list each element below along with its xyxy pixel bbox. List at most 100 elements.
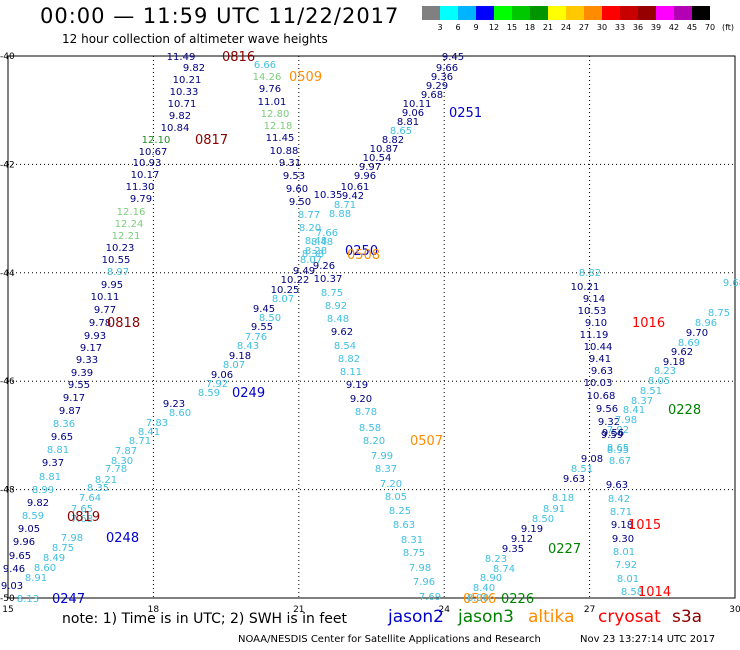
- wave-height-value: 10.03: [584, 378, 613, 389]
- color-scale-swatch: [620, 6, 638, 20]
- pass-time-label: 0250: [345, 244, 378, 259]
- wave-height-value: 8.71: [334, 200, 356, 211]
- wave-height-value: 8.50: [259, 313, 281, 324]
- footnote: note: 1) Time is in UTC; 2) SWH is in fe…: [62, 611, 348, 627]
- pass-time-label: 0816: [222, 50, 255, 65]
- wave-height-value: 9.45: [253, 304, 275, 315]
- wave-height-value: 8.90: [480, 573, 502, 584]
- wave-height-value: 9.93: [84, 331, 106, 342]
- wave-height-value: 9.76: [259, 84, 281, 95]
- wave-height-value: 8.81: [47, 445, 69, 456]
- wave-height-value: 9.37: [42, 458, 64, 469]
- x-tick-label: 18: [148, 605, 160, 615]
- wave-height-value: 9.26: [313, 261, 335, 272]
- wave-height-value: 7.87: [115, 446, 137, 457]
- wave-height-value: 9.82: [169, 111, 191, 122]
- wave-height-value: 9.62: [671, 347, 693, 358]
- wave-height-value: 10.68: [587, 391, 616, 402]
- wave-height-value: 9.65: [51, 432, 73, 443]
- x-tick-label: 24: [438, 605, 450, 615]
- color-scale-swatch: [422, 6, 440, 20]
- wave-height-value: 10.37: [314, 274, 343, 285]
- color-scale-label: 6: [455, 23, 461, 32]
- color-scale-swatch: [674, 6, 692, 20]
- satellite-legend-s3a: s3a: [672, 607, 703, 627]
- wave-height-value: 8.75: [403, 548, 425, 559]
- wave-height-value: 9.56: [602, 428, 624, 439]
- wave-height-value: 10.21: [571, 282, 600, 293]
- pass-time-label: 0247: [52, 592, 85, 607]
- wave-height-value: 10.84: [161, 123, 190, 134]
- color-scale-label: 36: [632, 23, 644, 32]
- wave-height-value: 8.35: [87, 483, 109, 494]
- wave-height-value: 12.80: [261, 109, 290, 120]
- y-tick-label: -40: [0, 52, 15, 62]
- wave-height-value: 9.39: [71, 368, 93, 379]
- wave-height-value: 9.05: [18, 524, 40, 535]
- wave-height-value: 9.79: [130, 194, 152, 205]
- wave-height-value: 7.98: [409, 563, 431, 574]
- wave-height-value: 10.44: [584, 342, 613, 353]
- pass-time-label: 0819: [67, 510, 100, 525]
- page-subtitle: 12 hour collection of altimeter wave hei…: [62, 32, 328, 46]
- wave-height-value: 9.35: [502, 544, 524, 555]
- wave-height-value: 9.18: [663, 357, 685, 368]
- satellite-legend-jason2: jason2: [388, 607, 444, 627]
- wave-height-value: 8.41: [138, 427, 160, 438]
- wave-height-value: 9.63: [606, 480, 628, 491]
- wave-height-value: 8.96: [695, 318, 717, 329]
- wave-height-value: 9.17: [63, 393, 85, 404]
- pass-time-label: 1014: [638, 585, 671, 600]
- wave-height-value: 9.06: [211, 370, 233, 381]
- color-scale-swatch: [512, 6, 530, 20]
- wave-height-value: 8.82: [338, 354, 360, 365]
- wave-height-value: 8.82: [579, 268, 601, 279]
- wave-height-value: 9.66: [436, 63, 458, 74]
- wave-height-value: 8.78: [355, 407, 377, 418]
- wave-height-value: 7.83: [146, 418, 168, 429]
- wave-height-value: 11.45: [266, 133, 295, 144]
- x-tick-label: 30: [729, 605, 740, 615]
- wave-height-value: 9.29: [426, 81, 448, 92]
- wave-height-value: 8.60: [34, 563, 56, 574]
- credit-line: NOAA/NESDIS Center for Satellite Applica…: [238, 634, 541, 645]
- wave-height-value: 10.88: [270, 146, 299, 157]
- wave-height-value: 7.78: [105, 464, 127, 475]
- wave-height-value: 9.12: [511, 534, 533, 545]
- wave-height-value: 8.11: [340, 367, 362, 378]
- wave-height-value: 7.66: [316, 228, 338, 239]
- y-tick-label: -46: [0, 377, 15, 387]
- wave-height-value: 7.92: [615, 560, 637, 571]
- wave-height-value: 8.07: [300, 255, 322, 266]
- wave-height-value: 8.67: [609, 456, 631, 467]
- color-scale-label: 33: [614, 23, 626, 32]
- wave-height-value: 9.20: [350, 394, 372, 405]
- wave-height-value: 10.54: [363, 153, 392, 164]
- color-scale-swatch: [638, 6, 656, 20]
- wave-height-value: 9.53: [283, 171, 305, 182]
- color-scale-label: 30: [596, 23, 608, 32]
- wave-height-value: 8.05: [385, 492, 407, 503]
- wave-height-value: 9.30: [612, 534, 634, 545]
- color-scale-label: 39: [650, 23, 662, 32]
- wave-height-value: 8.23: [485, 554, 507, 565]
- wave-height-value: 11.01: [258, 97, 287, 108]
- wave-height-value: 8.40: [473, 583, 495, 594]
- wave-height-value: 7.20: [380, 479, 402, 490]
- wave-height-value: 8.07: [223, 360, 245, 371]
- wave-height-value: 7.92: [607, 425, 629, 436]
- pass-time-label: 0508: [347, 248, 380, 263]
- color-scale-swatch: [602, 6, 620, 20]
- color-scale-swatch: [440, 6, 458, 20]
- pass-time-label: 0249: [232, 386, 265, 401]
- generated-timestamp: Nov 23 13:27:14 UTC 2017: [580, 634, 716, 645]
- wave-height-value: 10.25: [271, 285, 300, 296]
- wave-height-value: 8.60: [169, 408, 191, 419]
- wave-height-value: 9.82: [183, 63, 205, 74]
- wave-height-value: 8.28: [305, 246, 327, 257]
- wave-height-value: 8.07: [272, 294, 294, 305]
- wave-height-value: 8.13: [17, 594, 39, 605]
- wave-height-value: 9.45: [442, 52, 464, 63]
- wave-height-value: 10.33: [170, 87, 199, 98]
- wave-height-value: 8.75: [708, 308, 730, 319]
